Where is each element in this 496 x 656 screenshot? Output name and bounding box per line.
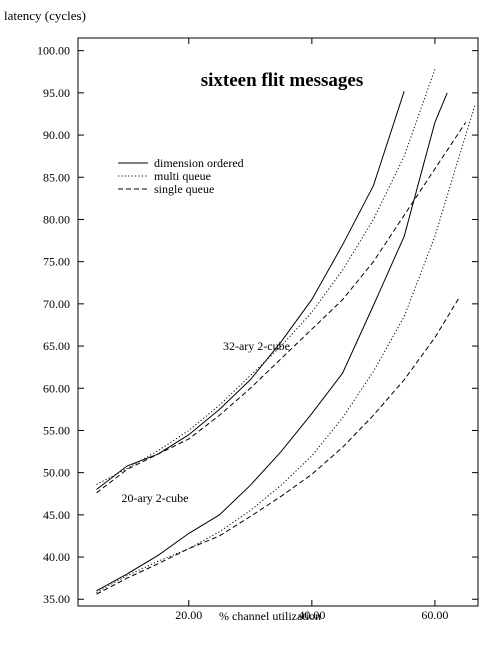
y-tick-label: 75.00 <box>43 255 70 269</box>
annotation-label: 20-ary 2-cube <box>121 491 188 505</box>
legend-label: dimension ordered <box>154 156 244 170</box>
series-line-32-ary-2-cube-dashed <box>96 122 467 494</box>
x-tick-label: 20.00 <box>175 608 202 622</box>
chart-title: sixteen flit messages <box>201 70 364 91</box>
x-tick-label: 60.00 <box>421 608 448 622</box>
y-tick-label: 60.00 <box>43 381 70 395</box>
legend-label: multi queue <box>154 169 211 183</box>
y-tick-label: 80.00 <box>43 212 70 226</box>
plot-frame <box>77 37 479 607</box>
y-tick-label: 45.00 <box>43 508 70 522</box>
y-tick-label: 85.00 <box>43 170 70 184</box>
series-line-20-ary-2-cube-solid <box>96 92 448 592</box>
series-line-32-ary-2-cube-dotted <box>96 69 436 485</box>
y-tick-label: 95.00 <box>43 86 70 100</box>
y-tick-label: 90.00 <box>43 128 70 142</box>
legend-label: single queue <box>154 182 214 196</box>
y-axis-label: latency (cycles) <box>4 8 86 23</box>
x-tick-label: 40.00 <box>298 608 325 622</box>
y-tick-label: 50.00 <box>43 466 70 480</box>
y-tick-label: 55.00 <box>43 423 70 437</box>
y-tick-label: 70.00 <box>43 297 70 311</box>
annotation-label: 32-ary 2-cube <box>223 339 290 353</box>
y-tick-label: 35.00 <box>43 592 70 606</box>
series-line-20-ary-2-cube-dashed <box>96 296 460 595</box>
series-line-32-ary-2-cube-solid <box>96 91 405 490</box>
y-tick-label: 65.00 <box>43 339 70 353</box>
x-axis-label: % channel utilization <box>219 609 321 623</box>
y-tick-label: 100.00 <box>37 44 70 58</box>
y-tick-label: 40.00 <box>43 550 70 564</box>
